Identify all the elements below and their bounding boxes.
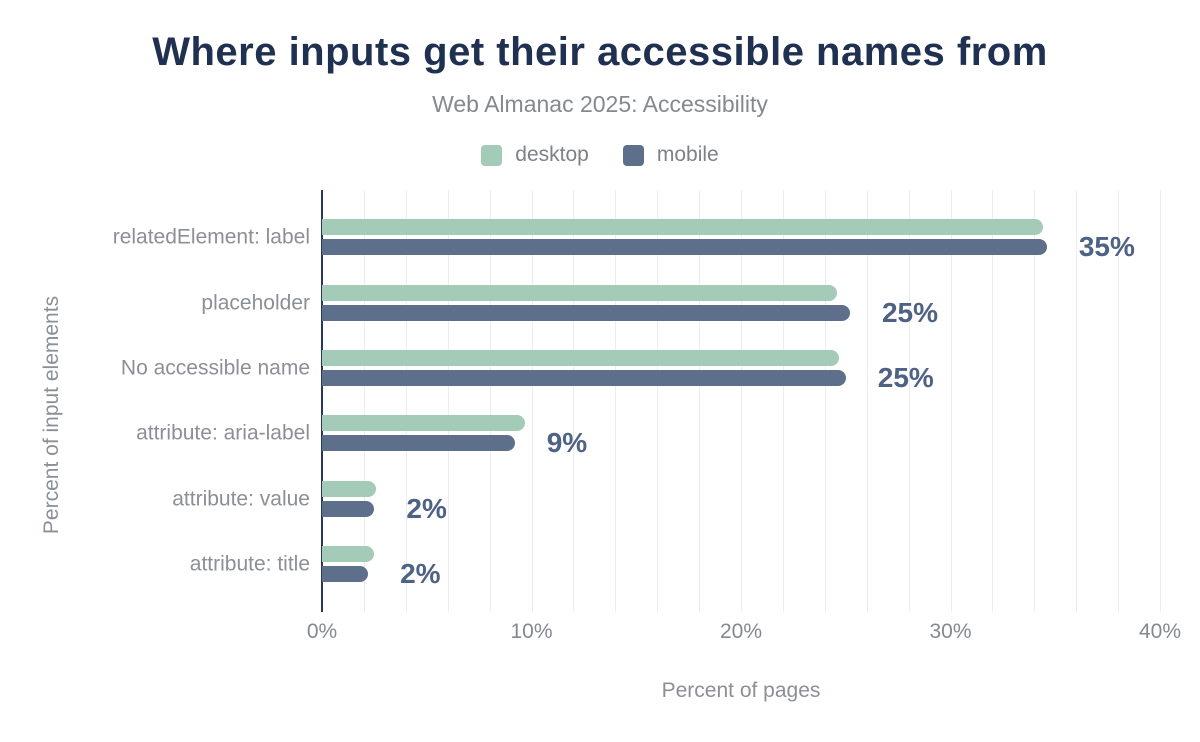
value-label: 25% [881,296,938,328]
gridline [992,190,994,612]
bar-mobile [322,304,850,321]
category-label: placeholder [201,291,310,315]
desktop-swatch-icon [481,144,503,166]
category-label: attribute: value [172,487,310,510]
bar-mobile [322,565,369,582]
y-axis-line [321,190,323,612]
chart-subtitle: Web Almanac 2025: Accessibility [432,91,768,117]
bar-mobile [322,239,1047,256]
bar-mobile [322,369,846,386]
gridline [1118,190,1120,612]
gridline [573,190,575,612]
legend: desktop mobile [0,143,1200,167]
bar-mobile [322,500,375,517]
value-label: 25% [877,361,934,393]
mobile-swatch-icon [622,144,644,166]
x-axis-title: Percent of pages [661,679,821,702]
gridline [531,190,533,612]
value-label: 2% [400,557,441,589]
gridline [741,190,742,612]
category-label: attribute: aria-label [136,421,310,445]
gridline [866,190,868,612]
gridline [1034,190,1036,612]
x-tick-labels: 0% 10% 20% 30% 40% [0,620,1200,650]
category-label: attribute: title [189,552,310,576]
legend-label-desktop: desktop [515,143,589,166]
plot-area: 35% 25% 25% 9% 2% 2% [321,190,1161,612]
chart-title: Where inputs get their accessible names … [152,30,1048,74]
legend-item-mobile: mobile [622,143,719,167]
bar-desktop [322,545,375,562]
bar-desktop [322,480,377,497]
gridline [1160,190,1161,612]
x-tick-label: 40% [1138,620,1182,643]
category-labels: relatedElement: label placeholder No acces… [0,190,310,612]
gridline [405,190,407,612]
category-label: No accessible name [120,356,310,380]
value-label: 9% [546,427,588,459]
bar-desktop [322,349,840,366]
legend-label-mobile: mobile [656,143,719,166]
gridline [657,190,659,612]
x-tick-label: 20% [719,620,763,643]
gridline [1076,190,1078,612]
x-tick-label: 0% [306,620,338,643]
value-label: 35% [1078,231,1135,263]
legend-item-desktop: desktop [481,143,589,167]
gridline [824,190,826,612]
value-label: 2% [406,492,447,524]
x-tick-label: 30% [929,620,972,643]
category-label: relatedElement: label [112,225,310,249]
gridline [950,190,952,612]
gridline [447,190,449,612]
gridline [615,190,617,612]
gridline [699,190,701,612]
bar-mobile [322,435,515,452]
bar-desktop [322,219,1043,236]
gridline [782,190,784,612]
bar-desktop [322,284,838,301]
gridline [908,190,910,612]
bar-desktop [322,415,526,432]
x-tick-label: 10% [510,620,553,643]
gridline [363,190,365,612]
gridline [489,190,491,612]
